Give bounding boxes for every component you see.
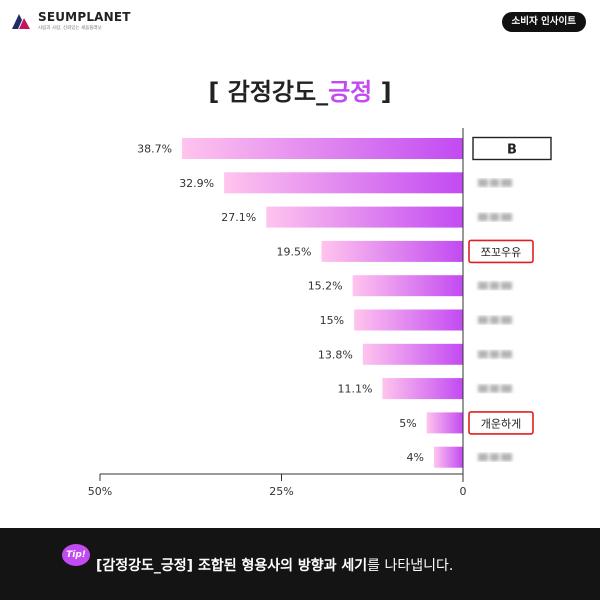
redacted-block: [478, 453, 488, 462]
redacted-block: [501, 384, 512, 393]
category-label-redacted: [478, 213, 512, 222]
bar-value-label: 15%: [320, 314, 344, 327]
category-label-redacted: [478, 350, 512, 359]
brand-logo: SEUMPLANET 사람과 사람, 신뢰있는 세움플래닛: [10, 8, 130, 38]
footer-text-rest: 를 나타냅니다.: [367, 558, 454, 574]
redacted-block: [490, 316, 499, 324]
bar-value-label: 27.1%: [221, 211, 256, 224]
redacted-block: [490, 384, 499, 393]
redacted-block: [478, 384, 488, 393]
title-highlight: 긍정: [328, 78, 373, 106]
category-label: 쪼꼬우유: [481, 246, 521, 259]
bar-value-label: 19.5%: [276, 245, 311, 258]
redacted-block: [478, 281, 488, 290]
bar-value-label: 5%: [399, 417, 416, 430]
bar-value-label: 32.9%: [179, 177, 214, 190]
redacted-block: [490, 453, 499, 462]
chart-title: [ 감정강도_긍정 ]: [0, 72, 600, 107]
bar-value-label: 15.2%: [308, 280, 343, 293]
category-label-redacted: [478, 384, 512, 393]
category-label-highlight: [468, 411, 534, 435]
bar: [321, 240, 463, 262]
bar-value-label: 11.1%: [337, 383, 372, 396]
category-label-redacted: [478, 316, 512, 324]
redacted-block: [478, 178, 488, 187]
title-open: [ 감정강도_: [208, 78, 329, 106]
bar: [266, 206, 463, 228]
bar: [224, 172, 463, 194]
redacted-block: [501, 350, 512, 359]
bar: [433, 446, 463, 468]
category-label: 개운하게: [481, 416, 521, 430]
category-label-box: [472, 136, 552, 161]
brand-tagline: 사람과 사람, 신뢰있는 세움플래닛: [38, 26, 102, 31]
brand-name: SEUMPLANET: [38, 10, 131, 24]
redacted-block: [490, 281, 499, 290]
footer-text: [감정강도_긍정] 조합된 형용사의 방향과 세기를 나타냅니다.: [96, 555, 453, 575]
redacted-block: [501, 453, 512, 462]
bar-value-label: 13.8%: [318, 348, 353, 361]
title-close: ]: [372, 78, 392, 106]
seumplanet-logo-icon: [12, 14, 30, 29]
category-label-redacted: [478, 281, 512, 290]
bar: [382, 378, 463, 400]
x-tick-label: 0: [460, 485, 467, 498]
redacted-block: [478, 316, 488, 324]
redacted-block: [501, 178, 512, 187]
redacted-block: [478, 350, 488, 359]
x-tick-label: 25%: [269, 485, 293, 498]
redacted-block: [501, 281, 512, 290]
footer-text-bold: [감정강도_긍정] 조합된 형용사의 방향과 세기: [96, 558, 368, 574]
redacted-block: [501, 213, 512, 222]
redacted-block: [501, 316, 512, 324]
bar: [362, 343, 463, 365]
x-tick-label: 50%: [88, 485, 112, 498]
footer-tip: Tip! [감정강도_긍정] 조합된 형용사의 방향과 세기를 나타냅니다.: [0, 528, 600, 600]
bar: [354, 309, 463, 331]
category-label-redacted: [478, 453, 512, 462]
category-label: B: [507, 143, 517, 158]
tip-badge: Tip!: [62, 544, 90, 566]
redacted-block: [490, 350, 499, 359]
category-label-redacted: [478, 178, 512, 187]
bar-chart: 50% 25% 0 38.7% B 32.9% 27.1% 19.5% 쪼꼬우유 15.2% 15…: [88, 128, 552, 498]
redacted-block: [490, 178, 499, 187]
redacted-block: [478, 213, 488, 222]
bar: [426, 412, 463, 434]
redacted-block: [490, 213, 499, 222]
bar-value-label: 4%: [407, 451, 424, 464]
category-label-highlight: [468, 239, 534, 264]
category-badge: 소비자 인사이트: [501, 12, 586, 32]
bar-value-label: 38.7%: [137, 143, 172, 156]
bar: [352, 275, 463, 297]
bar: [182, 138, 463, 159]
